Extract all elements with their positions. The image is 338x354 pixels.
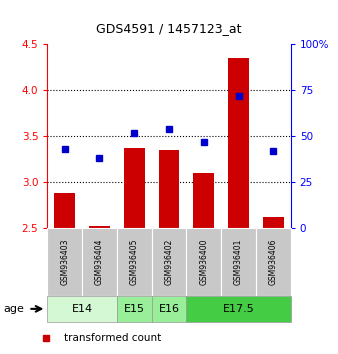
Bar [47,228,82,296]
Text: age: age [3,304,24,314]
Bar [152,296,186,322]
Bar [54,193,75,228]
Text: GSM936403: GSM936403 [60,239,69,285]
Bar [89,225,110,228]
Bar [82,228,117,296]
Text: GSM936401: GSM936401 [234,239,243,285]
Text: GSM936402: GSM936402 [165,239,173,285]
Bar [47,296,117,322]
Text: E16: E16 [159,304,179,314]
Bar [186,296,291,322]
Bar [221,228,256,296]
Bar [256,228,291,296]
Bar [117,228,152,296]
Text: GSM936406: GSM936406 [269,239,278,285]
Text: E17.5: E17.5 [223,304,255,314]
Bar [152,228,186,296]
Bar [124,148,145,228]
Bar [263,217,284,228]
Text: GDS4591 / 1457123_at: GDS4591 / 1457123_at [96,22,242,35]
Bar [117,296,152,322]
Bar [193,173,214,228]
Text: E14: E14 [72,304,93,314]
Bar [159,150,179,228]
Text: E15: E15 [124,304,145,314]
Bar [186,228,221,296]
Text: GSM936405: GSM936405 [130,239,139,285]
Text: transformed count: transformed count [64,333,161,343]
Bar [228,58,249,228]
Text: GSM936404: GSM936404 [95,239,104,285]
Text: GSM936400: GSM936400 [199,239,208,285]
